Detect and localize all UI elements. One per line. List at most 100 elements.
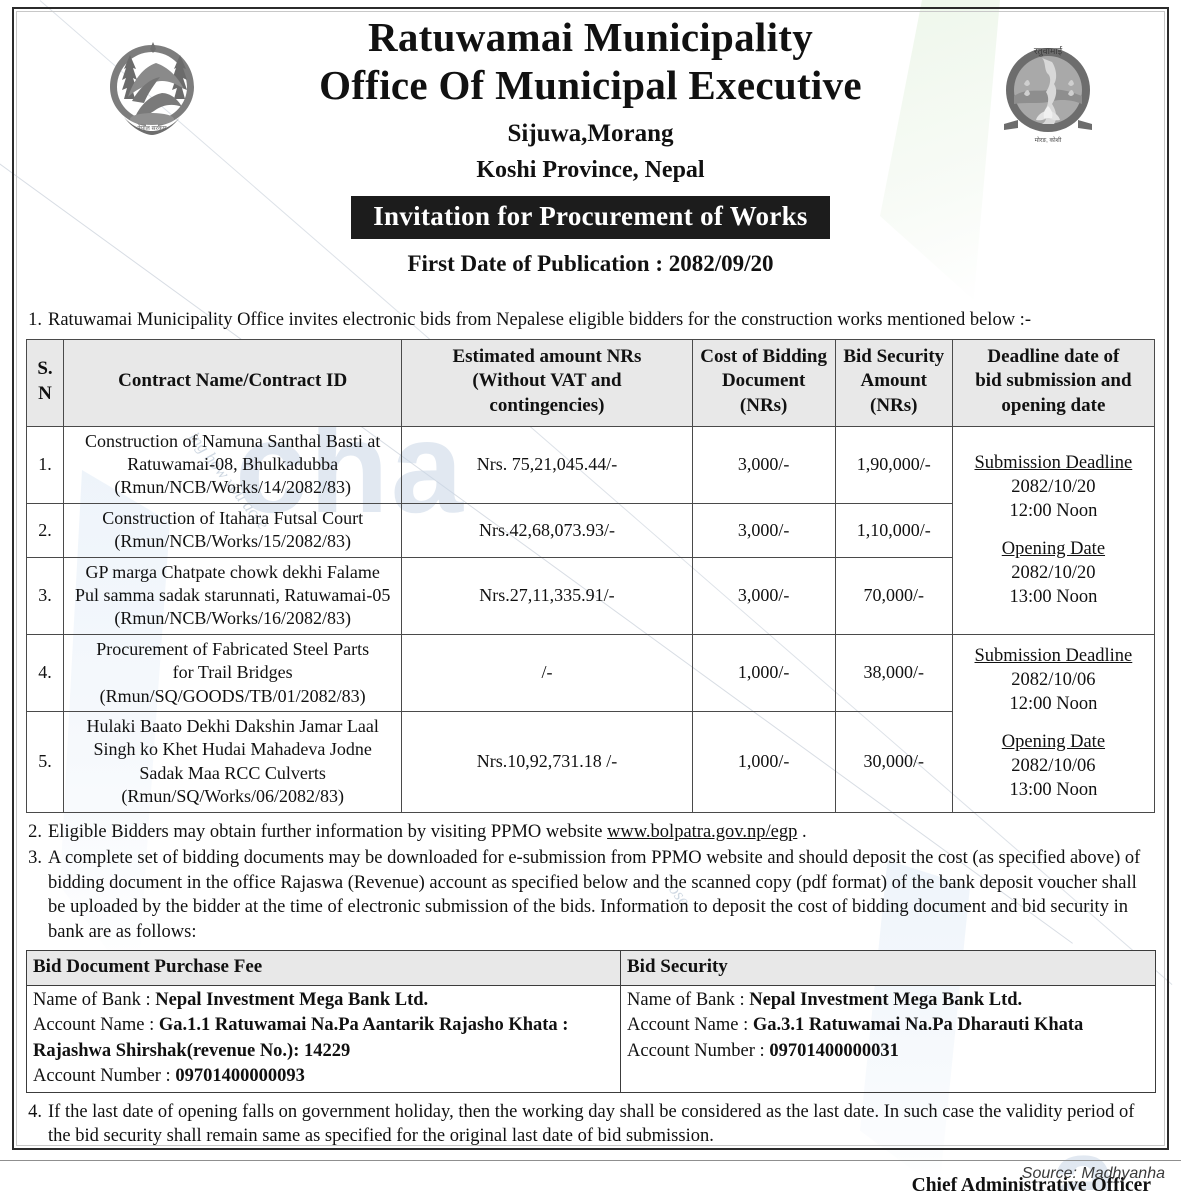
- row-3-cost: 3,000/-: [691, 556, 836, 635]
- banner-wrapper: Invitation for Procurement of Works: [26, 195, 1155, 239]
- bank-left-acctname-label: Account Name :: [33, 1015, 159, 1036]
- clause-2-text: Eligible Bidders may obtain further info…: [48, 820, 1155, 845]
- row-3-contract-l1: GP marga Chatpate chowk dekhi Falame: [85, 561, 380, 582]
- clause-2-suffix: .: [797, 821, 807, 842]
- row-2-estimated: Nrs.42,68,073.93/-: [401, 502, 693, 558]
- row-4-contract-l1: Procurement of Fabricated Steel Parts: [96, 638, 370, 659]
- bank-left-name-row: Name of Bank : Nepal Investment Mega Ban…: [33, 988, 614, 1014]
- col-header-security: Bid Security Amount (NRs): [834, 338, 953, 427]
- row-3-security: 70,000/-: [834, 556, 953, 635]
- nepal-government-emblem-icon: नेपाल सरकार: [98, 31, 206, 139]
- bank-left-acctno-label: Account Number :: [33, 1066, 176, 1087]
- bank-right-acctno-label: Account Number :: [627, 1040, 770, 1061]
- table-row: 4. Procurement of Fabricated Steel Parts…: [25, 633, 1156, 813]
- deadline-group-1: Submission Deadline 2082/10/20 12:00 Noo…: [951, 425, 1156, 635]
- deadline-group-2-opening-date: 2082/10/06: [1011, 756, 1096, 777]
- col-header-sn: S. N: [25, 338, 65, 427]
- row-1-contract-l2: Ratuwamai-08, Bhulkadubba: [127, 454, 339, 475]
- col-header-sn-l1: S.: [37, 357, 53, 379]
- row-1-contract-l3: (Rmun/NCB/Works/14/2082/83): [114, 477, 351, 498]
- bank-left-acctname-row: Account Name : Ga.1.1 Ratuwamai Na.Pa Aa…: [33, 1013, 614, 1039]
- col-header-sn-l2: N: [38, 382, 52, 404]
- deadline-group-2: Submission Deadline 2082/10/06 12:00 Noo…: [951, 633, 1156, 813]
- row-4-contract-l2: for Trail Bridges: [172, 662, 293, 683]
- deadline-group-2-submission-label: Submission Deadline: [974, 646, 1133, 666]
- deadline-group-1-opening-date: 2082/10/20: [1011, 563, 1096, 584]
- row-5-contract-l2: Singh ko Khet Hudai Mahadeva Jodne: [93, 739, 372, 760]
- bank-right-acctname-label: Account Name :: [627, 1015, 753, 1036]
- clause-2: 2. Eligible Bidders may obtain further i…: [26, 820, 1155, 845]
- document-header: नेपाल सरकार रतुवामाई मोरङ, कोशी: [26, 13, 1155, 301]
- col-header-estimated-l1: Estimated amount NRs: [452, 345, 642, 367]
- col-header-deadline-l2: bid submission and: [975, 370, 1132, 392]
- deadline-group-1-submission-date: 2082/10/20: [1011, 477, 1096, 498]
- row-5-cost: 1,000/-: [691, 710, 836, 813]
- row-1-contract-l1: Construction of Namuna Santhal Basti at: [84, 430, 381, 451]
- clause-2-prefix: Eligible Bidders may obtain further info…: [48, 821, 608, 842]
- bank-left-name-label: Name of Bank :: [33, 989, 156, 1010]
- row-4-sn: 4.: [25, 633, 65, 712]
- col-header-estimated: Estimated amount NRs (Without VAT and co…: [401, 338, 693, 427]
- address-line-2: Koshi Province, Nepal: [476, 156, 705, 183]
- row-4-contract-l3: (Rmun/SQ/GOODS/TB/01/2082/83): [99, 685, 366, 706]
- row-5-contract: Hulaki Baato Dekhi Dakshin Jamar Laal Si…: [63, 710, 403, 813]
- row-2-cost: 3,000/-: [691, 502, 836, 558]
- row-1-sn: 1.: [25, 425, 65, 504]
- ratuwamai-municipality-emblem-icon: रतुवामाई मोरङ, कोशी: [994, 38, 1102, 146]
- bank-left-name-value: Nepal Investment Mega Bank Ltd.: [155, 989, 429, 1010]
- row-3-sn: 3.: [25, 556, 65, 635]
- bank-right-name-label: Name of Bank :: [627, 989, 750, 1010]
- deadline-group-2-spacer: [957, 716, 1150, 730]
- row-3-contract-l2: Pul samma sadak starunnati, Ratuwamai-05: [74, 585, 391, 605]
- clause-1-text: Ratuwamai Municipality Office invites el…: [48, 310, 1031, 330]
- notice-document: नेपाल सरकार रतुवामाई मोरङ, कोशी: [12, 7, 1169, 1196]
- source-credit: Source: Madhyanha: [1021, 1165, 1165, 1182]
- bank-header-purchase-fee: Bid Document Purchase Fee: [26, 950, 621, 986]
- row-2-contract-l2: (Rmun/NCB/Works/15/2082/83): [114, 531, 351, 552]
- bank-right-name-value: Nepal Investment Mega Bank Ltd.: [749, 989, 1023, 1010]
- clause-3-number: 3.: [28, 848, 42, 869]
- row-5-sn: 5.: [25, 710, 65, 813]
- bank-right-acctno-row: Account Number : 09701400000031: [627, 1039, 1149, 1065]
- deadline-group-1-submission-label: Submission Deadline: [974, 453, 1133, 474]
- bank-header-bid-security: Bid Security: [620, 950, 1156, 986]
- col-header-security-l1: Bid Security: [843, 345, 945, 367]
- row-4-cost: 1,000/-: [691, 633, 836, 712]
- bank-cell-bid-security: Name of Bank : Nepal Investment Mega Ban…: [620, 984, 1156, 1093]
- row-1-contract: Construction of Namuna Santhal Basti at …: [63, 425, 403, 504]
- col-header-cost: Cost of Bidding Document (NRs): [691, 338, 836, 427]
- clause-1-number: 1.: [28, 310, 42, 330]
- bank-left-revenue-row: Rajashwa Shirshak(revenue No.): 14229: [33, 1040, 351, 1061]
- col-header-estimated-l3: contingencies): [489, 394, 605, 416]
- row-1-cost: 3,000/-: [691, 425, 836, 504]
- bank-right-acctname-value: Ga.3.1 Ratuwamai Na.Pa Dharauti Khata: [752, 1015, 1084, 1036]
- clause-1: 1. Ratuwamai Municipality Office invites…: [26, 308, 1155, 333]
- row-3-estimated: Nrs.27,11,335.91/-: [401, 556, 693, 635]
- row-3-contract: GP marga Chatpate chowk dekhi Falame Pul…: [63, 556, 403, 635]
- row-5-contract-l4: (Rmun/SQ/Works/06/2082/83): [121, 786, 344, 807]
- deadline-group-1-spacer: [957, 523, 1150, 537]
- col-header-contract: Contract Name/Contract ID: [63, 338, 403, 427]
- deadline-group-2-submission-time: 12:00 Noon: [1009, 694, 1098, 715]
- col-header-cost-l2: Document: [721, 370, 806, 392]
- clause-4-number: 4.: [28, 1101, 42, 1122]
- bank-table-row: Name of Bank : Nepal Investment Mega Ban…: [26, 984, 1156, 1093]
- svg-text:नेपाल सरकार: नेपाल सरकार: [137, 124, 167, 132]
- col-header-estimated-l2: (Without VAT and: [472, 370, 622, 392]
- clause-4: 4. If the last date of opening falls on …: [26, 1100, 1155, 1149]
- table-row: 1. Construction of Namuna Santhal Basti …: [25, 425, 1156, 635]
- svg-text:रतुवामाई: रतुवामाई: [1034, 45, 1063, 57]
- publication-date: First Date of Publication : 2082/09/20: [407, 250, 774, 276]
- col-header-cost-l3: (NRs): [739, 394, 788, 416]
- bank-left-acctno-row: Account Number : 09701400000093: [33, 1064, 614, 1090]
- bank-right-acctname-row: Account Name : Ga.3.1 Ratuwamai Na.Pa Dh…: [627, 1013, 1149, 1039]
- deadline-group-1-opening-label: Opening Date: [1001, 539, 1106, 560]
- row-2-contract-l1: Construction of Itahara Futsal Court: [102, 507, 364, 528]
- row-5-contract-l3: Sadak Maa RCC Culverts: [139, 762, 326, 783]
- col-header-deadline: Deadline date of bid submission and open…: [951, 338, 1156, 427]
- ppmo-website-link[interactable]: www.bolpatra.gov.np/egp: [607, 821, 798, 842]
- svg-text:मोरङ, कोशी: मोरङ, कोशी: [1035, 136, 1062, 144]
- row-5-security: 30,000/-: [834, 710, 953, 813]
- bank-left-acctname-value: Ga.1.1 Ratuwamai Na.Pa Aantarik Rajasho …: [158, 1015, 569, 1036]
- col-header-deadline-l1: Deadline date of: [987, 345, 1120, 367]
